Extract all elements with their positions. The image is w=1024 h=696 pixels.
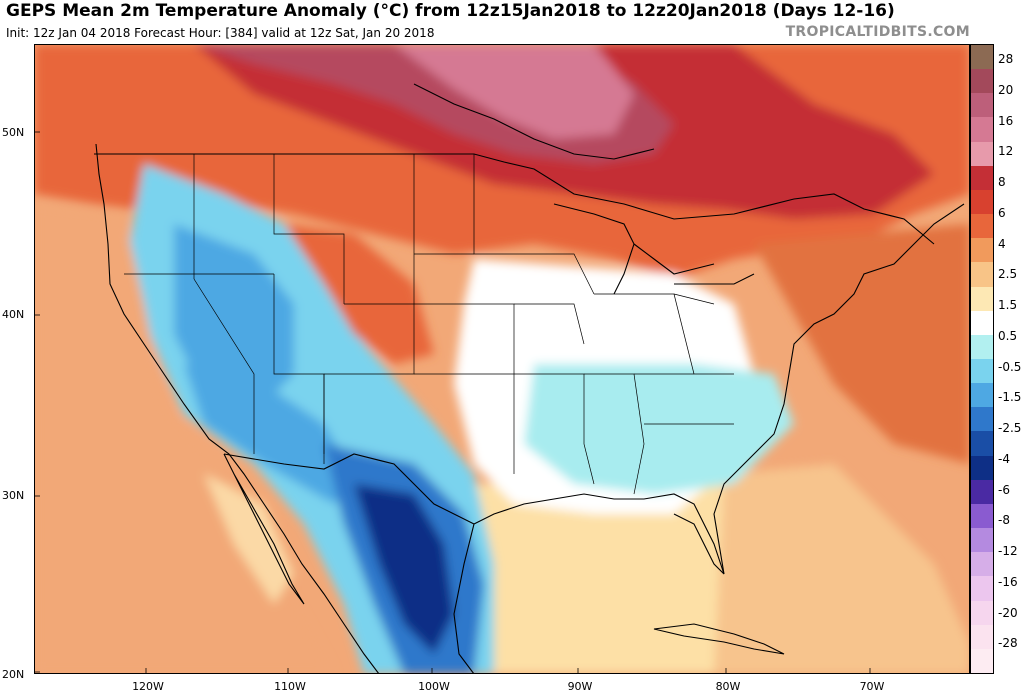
colorbar-label: -1.5 bbox=[998, 390, 1022, 405]
boundary-lines bbox=[94, 83, 965, 674]
colorbar-label: -0.5 bbox=[998, 359, 1022, 374]
great-lakes bbox=[553, 203, 755, 295]
lon-label-80w: 80W bbox=[715, 680, 741, 693]
cuba bbox=[653, 623, 785, 655]
southeast-cool-anomaly bbox=[524, 364, 794, 494]
mexico-deep-cold-core bbox=[354, 484, 454, 654]
colorbar-label: 0.5 bbox=[998, 328, 1018, 343]
colorbar-segment bbox=[971, 310, 993, 336]
colorbar-segment bbox=[971, 334, 993, 360]
mexico-gulf-coast bbox=[453, 523, 475, 674]
arctic-pink-peak bbox=[394, 44, 634, 139]
colorbar-label: 2.5 bbox=[998, 267, 1018, 282]
colorbar-segment bbox=[971, 141, 993, 167]
colorbar-label: -8 bbox=[998, 513, 1010, 528]
colorbar-label: 20 bbox=[998, 82, 1014, 97]
colorbar-label: 28 bbox=[998, 52, 1014, 66]
colorbar-segment bbox=[971, 503, 993, 529]
colorbar-label: 12 bbox=[998, 144, 1014, 159]
temperature-colorbar bbox=[970, 44, 994, 674]
atlantic-coastline bbox=[713, 203, 965, 575]
lat-label-50n: 50N bbox=[2, 126, 25, 139]
baja-mild bbox=[204, 474, 294, 604]
colorbar-segment bbox=[971, 552, 993, 577]
colorbar-label: -20 bbox=[998, 605, 1018, 620]
init-forecast-info: Init: 12z Jan 04 2018 Forecast Hour: [38… bbox=[6, 26, 435, 40]
gulf-coastline bbox=[473, 493, 725, 575]
colorbar-segment bbox=[971, 624, 993, 650]
colorbar-segment bbox=[971, 214, 993, 239]
colorbar-segment bbox=[971, 117, 993, 143]
colorbar-label: -16 bbox=[998, 574, 1018, 589]
lat-label-30n: 30N bbox=[2, 489, 25, 502]
colorbar-segment bbox=[971, 479, 993, 505]
colorbar-segment bbox=[971, 93, 993, 118]
atlantic-mild-zone bbox=[714, 464, 970, 674]
colorbar-label: 6 bbox=[998, 205, 1006, 220]
lon-label-100w: 100W bbox=[418, 680, 450, 693]
lat-label-20n: 20N bbox=[2, 668, 25, 681]
hudson-bay-coast bbox=[413, 83, 655, 160]
colorbar-label: -12 bbox=[998, 544, 1018, 558]
colorbar-label: -28 bbox=[998, 636, 1018, 651]
colorbar-segment bbox=[971, 238, 993, 263]
map-header: GEPS Mean 2m Temperature Anomaly (°C) fr… bbox=[0, 0, 1024, 44]
colorbar-segment bbox=[971, 359, 993, 384]
colorbar-segment bbox=[971, 528, 993, 553]
colorbar-label: -6 bbox=[998, 482, 1010, 497]
colorbar-segment bbox=[971, 69, 993, 94]
colorbar-segment bbox=[971, 286, 993, 312]
us-mexico-border bbox=[223, 453, 475, 525]
colorbar-segment bbox=[971, 383, 993, 408]
lon-label-70w: 70W bbox=[859, 680, 885, 693]
great-basin-cold bbox=[174, 224, 294, 414]
state-lines bbox=[124, 154, 734, 495]
colorbar-segment bbox=[971, 165, 993, 191]
colorbar-segment bbox=[971, 262, 993, 288]
colorbar-segment bbox=[971, 189, 993, 215]
east-coast-warm bbox=[754, 224, 970, 464]
colorbar-label: -2.5 bbox=[998, 421, 1022, 435]
rockies-warm-pocket bbox=[284, 224, 434, 364]
colorbar-label: 1.5 bbox=[998, 298, 1018, 312]
lon-label-120w: 120W bbox=[132, 680, 164, 693]
lon-label-110w: 110W bbox=[274, 680, 306, 693]
colorbar-segment bbox=[971, 600, 993, 626]
colorbar-segment bbox=[971, 648, 993, 674]
colorbar-label: -4 bbox=[998, 451, 1010, 466]
colorbar-segment bbox=[971, 576, 993, 602]
lon-label-90w: 90W bbox=[567, 680, 593, 693]
baja-peninsula bbox=[223, 453, 305, 605]
gulf-mild-zone bbox=[454, 484, 754, 674]
map-title: GEPS Mean 2m Temperature Anomaly (°C) fr… bbox=[6, 1, 895, 21]
pacific-coastline bbox=[95, 143, 380, 674]
temperature-anomaly-map bbox=[34, 44, 970, 674]
southwest-cold bbox=[184, 364, 354, 504]
colorbar-segment bbox=[971, 407, 993, 432]
source-watermark[interactable]: TROPICALTIDBITS.COM bbox=[785, 24, 970, 40]
us-canada-border bbox=[94, 153, 935, 245]
colorbar-label: 16 bbox=[998, 113, 1014, 128]
lat-label-40n: 40N bbox=[2, 308, 25, 321]
tick-marks bbox=[34, 131, 871, 674]
colorbar-segment bbox=[971, 45, 993, 70]
colorbar-segment bbox=[971, 431, 993, 457]
colorbar-segment bbox=[971, 455, 993, 481]
colorbar-label: 8 bbox=[998, 175, 1006, 189]
colorbar-label: 4 bbox=[998, 236, 1006, 251]
